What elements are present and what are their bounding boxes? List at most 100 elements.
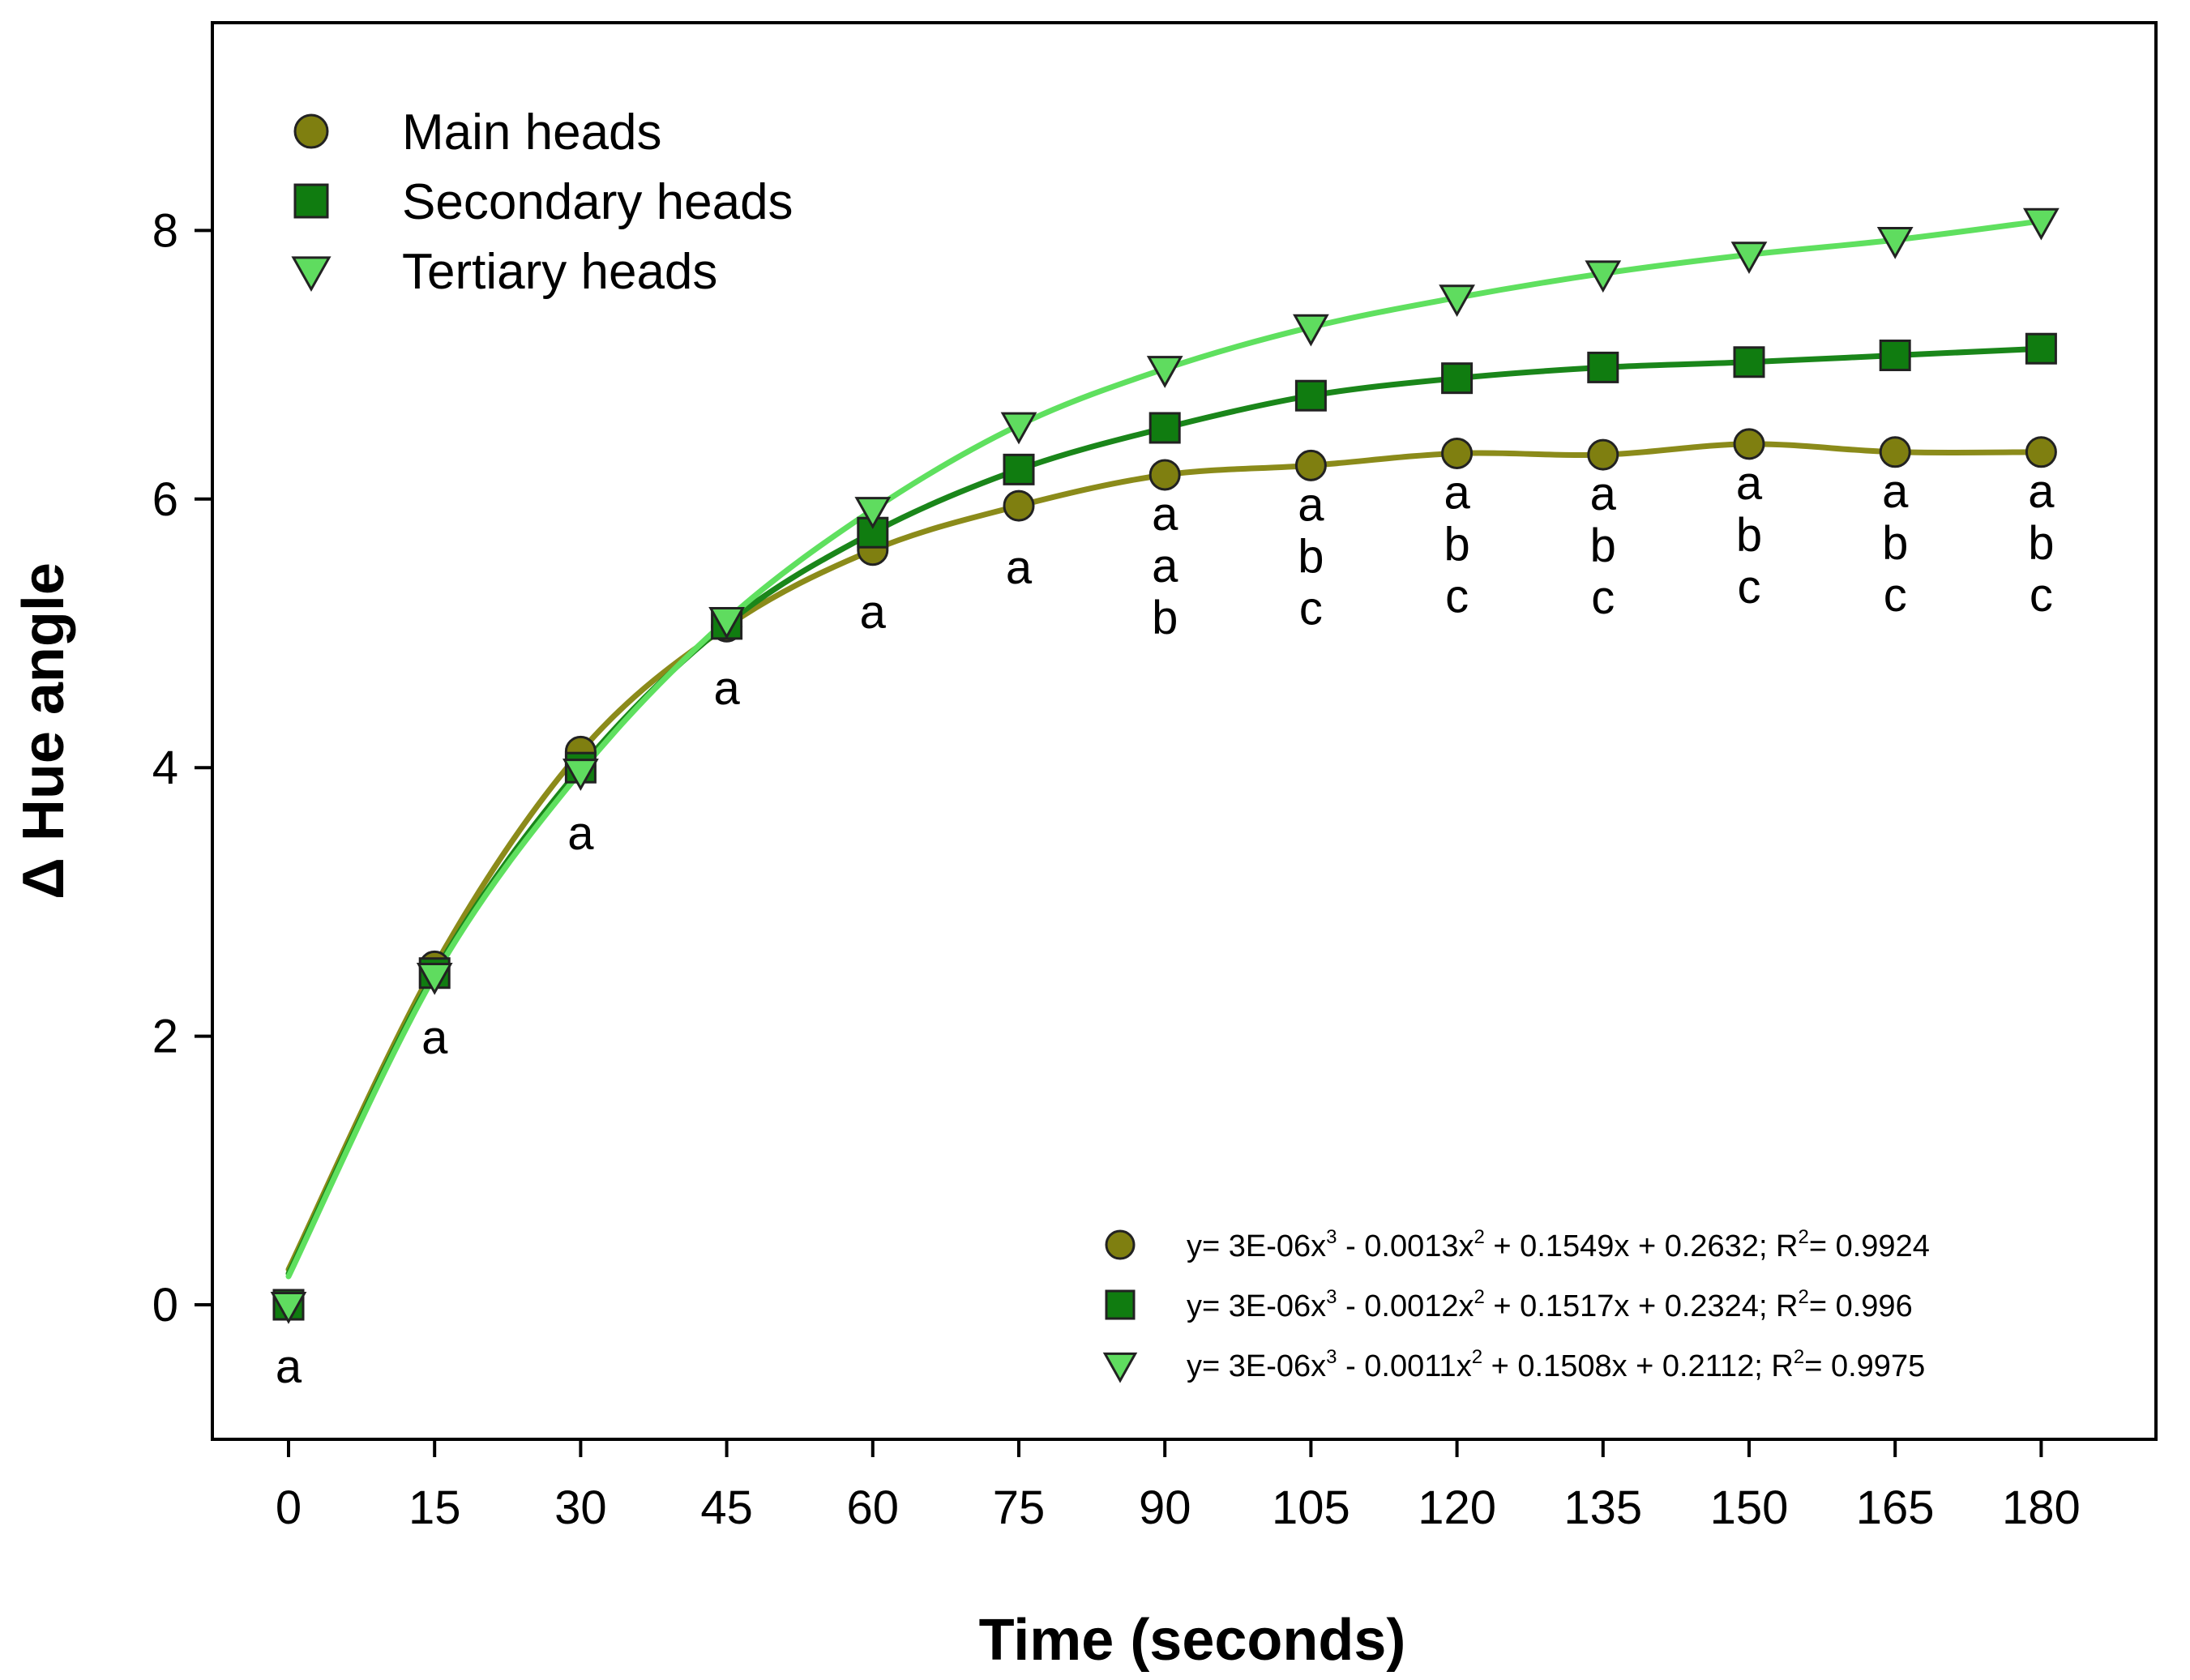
y-tick-label: 2 <box>152 1011 178 1063</box>
legend-label: Secondary heads <box>402 174 793 230</box>
significance-letter: b <box>1590 519 1616 572</box>
significance-letter: b <box>1736 509 1762 562</box>
significance-letter: b <box>1444 518 1469 571</box>
x-tick-label: 75 <box>993 1481 1046 1534</box>
significance-letter: a <box>2028 465 2055 518</box>
y-tick-label: 4 <box>152 742 178 794</box>
data-point-square <box>1587 351 1619 383</box>
y-axis-title: Δ Hue angle <box>11 562 76 900</box>
equation-superscript: 3 <box>1326 1346 1337 1368</box>
data-point-circle <box>1003 489 1035 522</box>
equation-marker-circle <box>1105 1229 1136 1260</box>
significance-letter: a <box>1444 466 1470 519</box>
equation-superscript: 3 <box>1326 1226 1337 1248</box>
significance-letter: a <box>567 807 594 860</box>
equation-part: = 0.996 <box>1809 1289 1913 1323</box>
significance-letter: a <box>1298 478 1324 531</box>
legend-label: Tertiary heads <box>402 244 717 300</box>
x-tick-label: 120 <box>1418 1481 1496 1534</box>
data-point-square <box>1003 453 1035 485</box>
significance-letter: c <box>1591 571 1615 624</box>
data-point-triangle-down <box>1000 412 1037 445</box>
equation-superscript: 2 <box>1474 1286 1485 1308</box>
data-point-triangle-down <box>854 497 892 529</box>
equation-superscript: 2 <box>1794 1346 1804 1368</box>
significance-letter: a <box>860 586 887 639</box>
data-point-triangle-down <box>1730 242 1768 274</box>
significance-letter: a <box>713 662 740 715</box>
data-point-triangle-down <box>708 606 745 639</box>
equation-superscript: 2 <box>1799 1226 1809 1248</box>
data-point-square <box>1441 362 1474 395</box>
y-tick-label: 8 <box>152 204 178 257</box>
data-point-triangle-down <box>416 963 453 995</box>
legend-marker-triangle-down <box>291 256 331 293</box>
data-point-circle <box>1733 428 1765 460</box>
x-tick-label: 45 <box>700 1481 753 1534</box>
data-point-circle <box>1879 436 1911 468</box>
equation-part: = 0.9924 <box>1809 1229 1930 1263</box>
data-point-triangle-down <box>1876 227 1914 259</box>
equation-part: + 0.1549x + 0.2632; R <box>1485 1229 1799 1263</box>
significance-letter: a <box>1882 465 1909 518</box>
data-point-circle <box>1441 437 1474 469</box>
data-point-square <box>1879 340 1911 372</box>
equation-part: - 0.0011x <box>1337 1349 1472 1383</box>
significance-letter: a <box>1152 540 1178 592</box>
x-tick-label: 60 <box>847 1481 900 1534</box>
significance-letter: b <box>1298 530 1324 583</box>
data-point-triangle-down <box>1439 284 1475 318</box>
data-markers <box>270 207 2060 1324</box>
x-tick-label: 150 <box>1710 1481 1789 1534</box>
equation-superscript: 2 <box>1474 1226 1485 1248</box>
equation-superscript: 2 <box>1472 1346 1482 1368</box>
significance-letter: b <box>1882 517 1908 570</box>
significance-letter: c <box>1445 570 1469 622</box>
equation-marker-triangle-down <box>1102 1352 1138 1383</box>
data-point-triangle-down <box>562 759 599 791</box>
significance-letter: a <box>421 1011 448 1064</box>
data-point-circle <box>1148 459 1181 491</box>
significance-letter: c <box>2030 569 2053 622</box>
significance-letter: b <box>1152 592 1178 644</box>
plot-frame <box>211 21 2158 1441</box>
legend-label: Main heads <box>402 105 662 160</box>
x-tick-label: 0 <box>276 1481 302 1534</box>
x-tick-label: 135 <box>1563 1481 1642 1534</box>
axes-layer: 0 15 30 45 60 75 90 105 120 135 150 165 180 0 2 4 6 8 <box>152 204 2081 1534</box>
significance-letter: c <box>1884 569 1907 622</box>
x-tick-label: 90 <box>1139 1481 1191 1534</box>
x-axis-title: Time (seconds) <box>979 1608 1406 1673</box>
legend: Main heads Secondary heads Tertiary heads <box>291 105 793 300</box>
data-point-square <box>1733 346 1765 378</box>
data-point-circle <box>2025 436 2057 468</box>
equation-superscript: 3 <box>1326 1286 1337 1308</box>
significance-letter: c <box>1299 582 1323 635</box>
x-tick-label: 105 <box>1272 1481 1350 1534</box>
x-tick-label: 15 <box>408 1481 461 1534</box>
x-tick-label: 180 <box>2002 1481 2081 1534</box>
significance-letter: a <box>1006 541 1033 594</box>
legend-marker-circle <box>293 113 329 149</box>
equation-part: = 0.9975 <box>1804 1349 1925 1383</box>
equation-superscript: 2 <box>1799 1286 1809 1308</box>
equation-marker-square <box>1105 1289 1136 1320</box>
significance-letter: a <box>1590 468 1617 520</box>
equation-legend: y= 3E-06x3 - 0.0013x2 + 0.1549x + 0.2632… <box>1102 1226 1930 1383</box>
x-tick-label: 30 <box>554 1481 607 1534</box>
equation-part: + 0.1508x + 0.2112; R <box>1482 1349 1794 1383</box>
x-tick-label: 165 <box>1856 1481 1935 1534</box>
equation-part: y= 3E-06x <box>1187 1289 1326 1323</box>
y-tick-label: 6 <box>152 473 178 526</box>
equation-text: y= 3E-06x3 - 0.0012x2 + 0.1517x + 0.2324… <box>1187 1286 1913 1323</box>
equation-text: y= 3E-06x3 - 0.0013x2 + 0.1549x + 0.2632… <box>1187 1226 1930 1263</box>
equation-part: - 0.0013x <box>1337 1229 1474 1263</box>
significance-letter: b <box>2028 517 2054 570</box>
equation-text: y= 3E-06x3 - 0.0011x2 + 0.1508x + 0.2112… <box>1187 1346 1925 1383</box>
significance-letter: a <box>1152 488 1178 541</box>
data-point-triangle-down <box>2023 207 2060 241</box>
data-point-triangle-down <box>270 1292 307 1324</box>
equation-part: - 0.0012x <box>1337 1289 1474 1323</box>
